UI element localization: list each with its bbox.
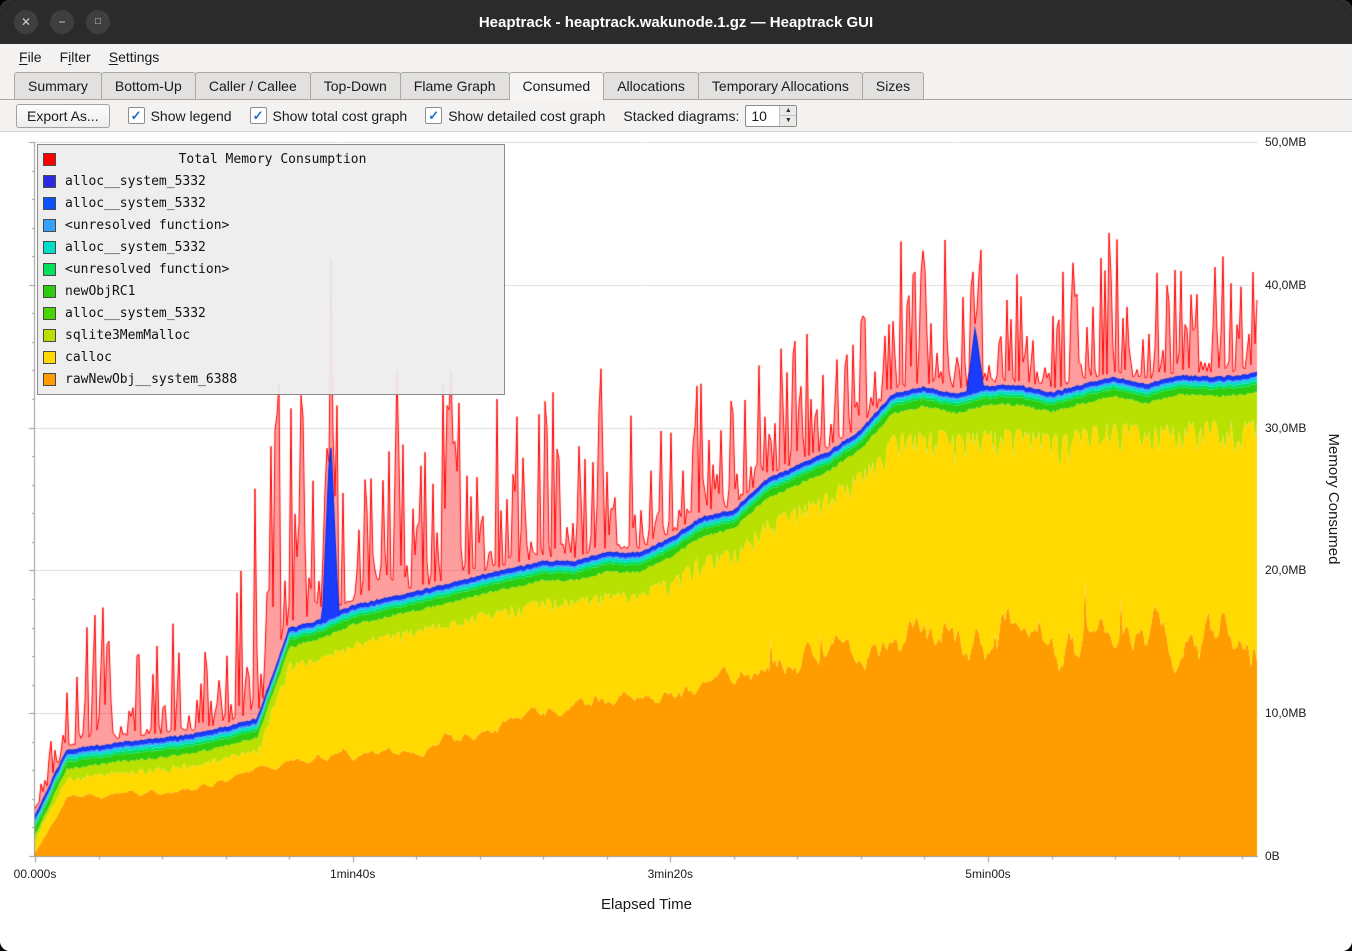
spin-down-icon[interactable]: ▼ (780, 116, 797, 126)
checkbox-label: Show total cost graph (272, 107, 408, 124)
tab-flame-graph[interactable]: Flame Graph (399, 72, 510, 99)
legend-swatch (43, 240, 56, 254)
y-axis-tick-label: 10,0MB (1265, 706, 1307, 721)
title-bar[interactable]: ✕ − □ Heaptrack - heaptrack.wakunode.1.g… (0, 0, 1352, 44)
menu-filter[interactable]: Filter (59, 49, 91, 65)
legend-item-label: <unresolved function> (65, 261, 230, 277)
tab-allocations[interactable]: Allocations (603, 72, 699, 99)
y-axis-tick-label: 40,0MB (1265, 277, 1307, 292)
legend-item: rawNewObj__system_6388 (38, 368, 504, 390)
y-axis-tick-label: 0B (1265, 849, 1280, 863)
tab-sizes[interactable]: Sizes (861, 72, 925, 99)
stacked-diagrams-control: Stacked diagrams: 10 ▲ ▼ (623, 104, 798, 127)
tab-summary[interactable]: Summary (14, 72, 102, 99)
x-axis-tick-label: 1min40s (329, 867, 376, 881)
check-icon: ✓ (127, 107, 145, 124)
menu-bar: File Filter Settings (0, 44, 1352, 70)
x-axis-tick-label: 3min20s (647, 867, 693, 881)
checkbox-show-total-cost-graph[interactable]: ✓ Show total cost graph (249, 107, 408, 124)
legend-item: newObjRC1 (38, 280, 504, 302)
tab-bar: Summary Bottom-Up Caller / Callee Top-Down F… (0, 70, 1352, 100)
x-axis-tick-label: 5min00s (965, 867, 1011, 881)
legend-title: Total Memory Consumption (178, 151, 367, 167)
legend-item-label: sqlite3MemMalloc (65, 327, 191, 343)
close-icon[interactable]: ✕ (14, 10, 38, 34)
chart-legend: Total Memory Consumption alloc__system_53… (37, 144, 505, 395)
legend-swatch-total (43, 152, 56, 166)
checkbox-group: ✓ Show legend ✓ Show total cost graph ✓ Show … (127, 107, 605, 124)
legend-swatch (43, 196, 56, 210)
legend-item: alloc__system_5332 (38, 236, 504, 258)
legend-swatch (43, 218, 56, 232)
menu-settings[interactable]: Settings (108, 49, 160, 65)
y-axis-tick-label: 50,0MB (1265, 135, 1307, 149)
legend-item-label: newObjRC1 (65, 283, 136, 299)
legend-item: alloc__system_5332 (38, 192, 504, 214)
legend-item-label: alloc__system_5332 (65, 239, 206, 255)
tab-caller-callee[interactable]: Caller / Callee (194, 72, 311, 99)
checkbox-label: Show legend (150, 107, 232, 124)
maximize-icon[interactable]: □ (86, 10, 110, 34)
legend-swatch (43, 306, 56, 320)
legend-item: calloc (38, 346, 504, 368)
export-as-button[interactable]: Export As... (16, 103, 110, 128)
y-axis-tick-label: 20,0MB (1265, 563, 1307, 578)
chart-toolbar: Export As... ✓ Show legend ✓ Show total cos… (0, 100, 1352, 132)
legend-title-row: Total Memory Consumption (38, 148, 504, 170)
legend-item: <unresolved function> (38, 258, 504, 280)
stacked-diagrams-label: Stacked diagrams: (623, 107, 740, 124)
legend-item-label: alloc__system_5332 (65, 305, 206, 321)
legend-swatch (43, 284, 56, 298)
stacked-diagrams-spinbox[interactable]: 10 ▲ ▼ (745, 104, 798, 127)
checkbox-show-detailed-cost-graph[interactable]: ✓ Show detailed cost graph (425, 107, 605, 124)
chart-area: Total Memory Consumption alloc__system_53… (0, 132, 1352, 951)
menu-file[interactable]: File (19, 49, 42, 65)
check-icon: ✓ (425, 107, 443, 124)
legend-swatch (43, 262, 56, 276)
legend-item-label: calloc (65, 349, 112, 365)
legend-swatch (43, 328, 56, 342)
legend-item: alloc__system_5332 (38, 170, 504, 192)
checkbox-label: Show detailed cost graph (448, 107, 606, 124)
x-axis-title: Elapsed Time (601, 896, 692, 913)
legend-item-label: <unresolved function> (65, 217, 230, 233)
tab-top-down[interactable]: Top-Down (309, 72, 401, 99)
tab-bottom-up[interactable]: Bottom-Up (100, 72, 196, 99)
legend-item: sqlite3MemMalloc (38, 324, 504, 346)
spinner-buttons: ▲ ▼ (779, 105, 797, 126)
tab-temporary-allocations[interactable]: Temporary Allocations (697, 72, 863, 99)
window-title: Heaptrack - heaptrack.wakunode.1.gz — He… (478, 13, 874, 31)
x-axis-tick-label: 00.000s (13, 867, 57, 881)
check-icon: ✓ (249, 107, 267, 124)
legend-item-label: alloc__system_5332 (65, 173, 206, 189)
legend-item: <unresolved function> (38, 214, 504, 236)
tab-consumed[interactable]: Consumed (508, 72, 605, 100)
legend-item-label: alloc__system_5332 (65, 195, 206, 211)
legend-item: alloc__system_5332 (38, 302, 504, 324)
spin-up-icon[interactable]: ▲ (780, 105, 797, 116)
legend-swatch (43, 174, 56, 188)
y-axis-title: Memory Consumed (1325, 433, 1342, 565)
y-axis-tick-label: 30,0MB (1265, 420, 1307, 435)
minimize-icon[interactable]: − (50, 10, 74, 34)
stacked-diagrams-value[interactable]: 10 (751, 107, 767, 124)
legend-swatch (43, 372, 56, 386)
legend-swatch (43, 350, 56, 364)
checkbox-show-legend[interactable]: ✓ Show legend (127, 107, 232, 124)
legend-item-label: rawNewObj__system_6388 (65, 371, 238, 387)
window-controls: ✕ − □ (14, 0, 110, 44)
